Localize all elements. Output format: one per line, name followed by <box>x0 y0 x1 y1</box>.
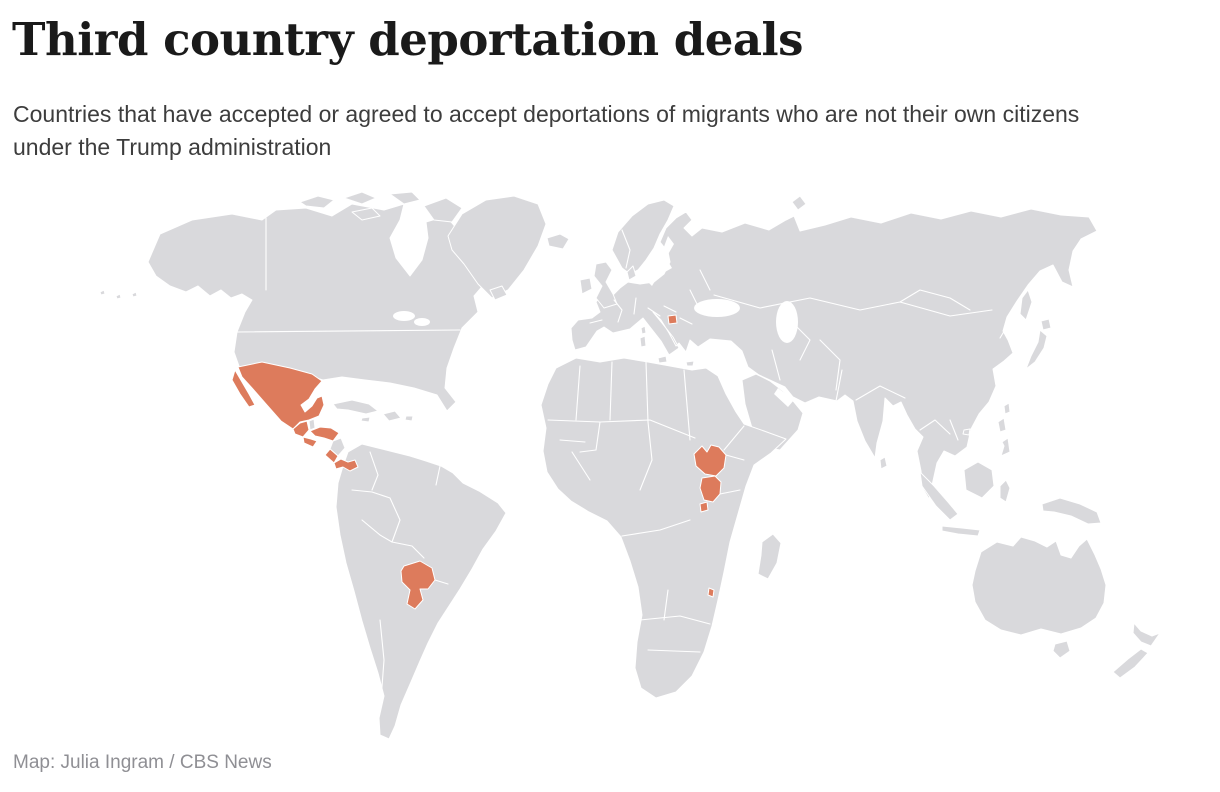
seas <box>393 236 798 407</box>
landmass-arctic-island <box>343 191 377 205</box>
landmass-taiwan <box>1003 402 1011 415</box>
country-el-salvador[interactable] <box>302 436 318 448</box>
country-honduras[interactable] <box>309 426 340 442</box>
landmass-tasmania <box>1052 640 1071 659</box>
black-sea <box>694 299 740 317</box>
landmass-java <box>941 525 981 537</box>
landmass-philippines <box>1000 437 1011 457</box>
country-rwanda[interactable] <box>699 501 709 513</box>
country-uganda[interactable] <box>699 475 722 503</box>
landmass-sardinia <box>639 335 647 348</box>
chart-title: Third country deportation deals <box>12 13 803 66</box>
landmasses <box>99 191 1161 740</box>
landmass-japan <box>1025 329 1048 370</box>
landmass-baffin-island <box>423 197 463 223</box>
landmass-sicily <box>657 355 668 364</box>
country-cuba <box>332 399 379 415</box>
chart-subtitle: Countries that have accepted or agreed t… <box>13 101 1080 160</box>
world-map <box>0 190 1220 746</box>
landmass-hokkaido <box>1040 318 1052 331</box>
caspian-sea <box>776 301 798 343</box>
map-credit: Map: Julia Ingram / CBS News <box>13 752 272 773</box>
landmass-ireland <box>579 277 593 295</box>
landmass-aleutian <box>115 293 122 300</box>
landmass-new-zealand-south <box>1112 648 1149 679</box>
country-borders <box>236 217 1007 701</box>
landmass-new-zealand-north <box>1132 622 1161 647</box>
country-hispaniola <box>382 410 402 422</box>
landmass-aleutian <box>131 291 138 298</box>
landmass-borneo <box>963 461 995 499</box>
country-panama[interactable] <box>333 458 359 472</box>
landmass-arctic-island <box>389 191 421 205</box>
landmass-denmark <box>626 265 637 281</box>
landmass-aleutian <box>99 289 106 296</box>
landmass-scandinavia <box>611 199 675 275</box>
highlighted-countries <box>231 314 727 610</box>
landmass-australia <box>971 536 1107 636</box>
landmass-crete <box>685 360 695 367</box>
great-lakes <box>393 311 415 321</box>
landmass-sakhalin <box>1019 289 1033 321</box>
country-eswatini[interactable] <box>707 587 715 598</box>
landmass-victoria-island <box>351 207 381 221</box>
country-guatemala[interactable] <box>292 420 310 438</box>
landmass-sulawesi <box>999 479 1011 503</box>
landmass-north-america <box>147 203 493 412</box>
country-south-sudan[interactable] <box>693 444 727 477</box>
landmass-sri-lanka <box>879 456 888 470</box>
country-mexico-baja[interactable] <box>231 369 256 408</box>
country-belize <box>308 418 316 431</box>
country-paraguay[interactable] <box>400 560 436 610</box>
country-puerto-rico <box>404 415 414 422</box>
landmass-newfoundland <box>489 285 508 301</box>
country-kosovo[interactable] <box>667 314 678 325</box>
country-nicaragua <box>329 437 346 457</box>
landmass-hainan <box>962 428 971 436</box>
landmass-corsica <box>640 325 647 335</box>
landmass-new-guinea <box>1041 497 1102 525</box>
country-mexico[interactable] <box>237 361 325 430</box>
country-jamaica <box>360 416 371 423</box>
great-lakes <box>414 318 430 326</box>
landmass-philippines <box>997 417 1007 433</box>
landmass-madagascar <box>757 533 782 580</box>
baltic-sea <box>648 236 674 286</box>
persian-gulf <box>774 388 794 407</box>
landmass-arctic-island <box>299 195 335 209</box>
landmass-greenland <box>447 195 547 299</box>
landmass-africa <box>540 357 787 699</box>
landmass-iceland <box>546 233 570 250</box>
landmass-novaya-zemlya <box>791 195 807 211</box>
landmass-sumatra <box>919 471 959 521</box>
